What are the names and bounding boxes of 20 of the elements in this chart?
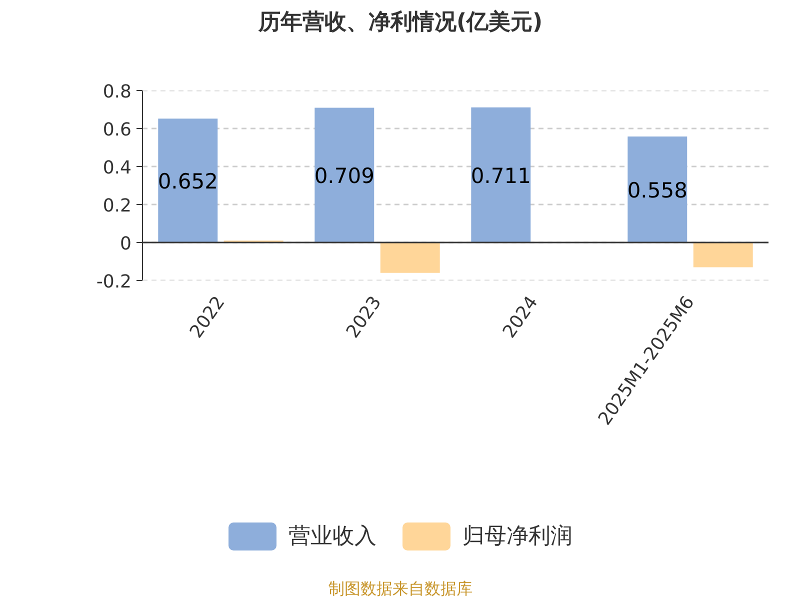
bar (380, 242, 440, 273)
data-label: 0.709 (314, 164, 374, 188)
y-tick-label: 0.4 (102, 158, 132, 178)
y-tick-label: 0.8 (102, 82, 132, 102)
bar (693, 242, 753, 268)
bar (628, 136, 688, 242)
y-tick-label: -0.2 (96, 272, 132, 292)
bar (471, 107, 531, 242)
legend-label: 营业收入 (288, 524, 376, 549)
data-label: 0.652 (158, 170, 218, 194)
bar (158, 118, 218, 242)
y-tick-label: 0.6 (102, 120, 132, 140)
data-label: 0.558 (627, 178, 688, 202)
chart-title: 历年营收、净利情况(亿美元) (257, 9, 543, 35)
y-tick-label: 0 (120, 234, 132, 254)
data-label: 0.711 (470, 164, 531, 188)
legend-label: 归母净利润 (462, 524, 572, 549)
text: 制图数据来自数据库 (328, 579, 472, 598)
bar (314, 108, 374, 242)
y-tick-label: 0.2 (102, 196, 132, 216)
